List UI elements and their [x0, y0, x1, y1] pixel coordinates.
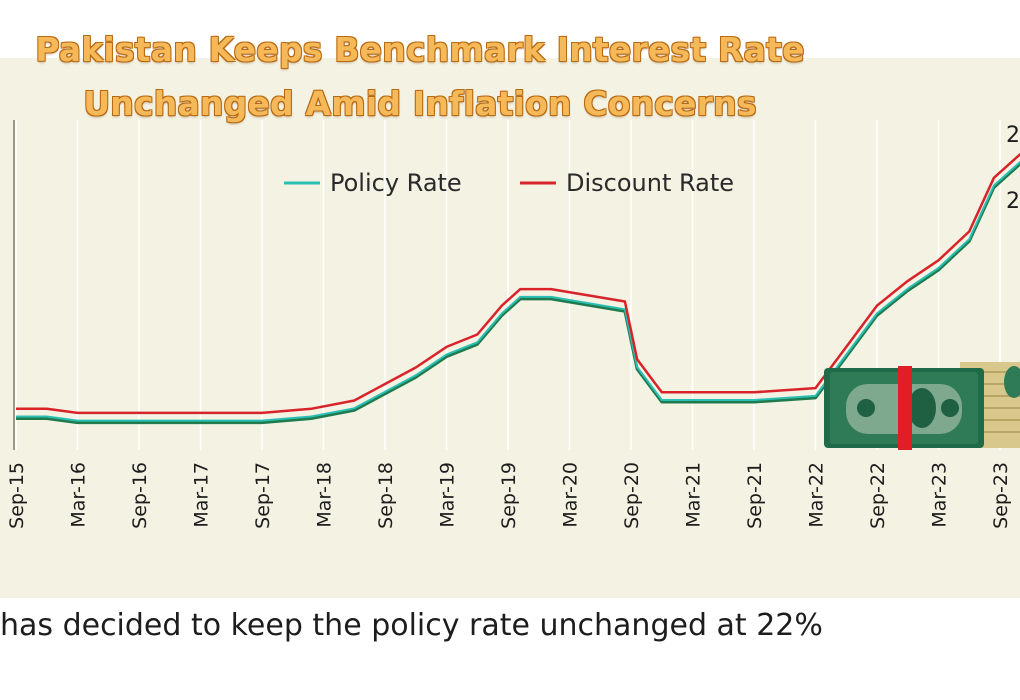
x-tick-label: Mar-17: [191, 462, 213, 528]
x-tick-label: Mar-20: [560, 462, 582, 528]
x-tick-label: Sep-18: [375, 462, 397, 529]
money-illustration: [824, 362, 1020, 450]
x-tick-label: Sep-21: [744, 462, 766, 529]
x-tick-label: Mar-22: [806, 462, 828, 528]
x-tick-label: Sep-23: [990, 462, 1012, 529]
x-tick-label: Mar-19: [437, 462, 459, 528]
headline-line-1: Pakistan Keeps Benchmark Interest Rate: [35, 30, 805, 69]
chart-panel: Policy Rate Discount Rate 2 2: [0, 58, 1020, 598]
discount-rate-line: [16, 152, 1020, 415]
x-tick-label: Sep-20: [621, 462, 643, 529]
legend-label-discount: Discount Rate: [566, 169, 734, 197]
x-tick-label: Sep-22: [867, 462, 889, 529]
x-tick-label: Mar-18: [314, 462, 336, 528]
line-chart: Policy Rate Discount Rate 2 2: [6, 120, 1020, 529]
caption: has decided to keep the policy rate unch…: [0, 608, 823, 643]
x-tick-label: Sep-15: [6, 462, 28, 529]
banknote-icon: [824, 366, 984, 450]
x-tick-label: Mar-16: [68, 462, 90, 528]
legend-label-policy: Policy Rate: [330, 169, 462, 197]
series-lines: [16, 152, 1020, 425]
x-tick-label: Sep-16: [129, 462, 151, 529]
right-edge-value-labels: 2 2: [1006, 123, 1020, 214]
x-tick-label: Mar-23: [929, 462, 951, 528]
edge-label-top: 2: [1006, 123, 1020, 148]
legend: Policy Rate Discount Rate: [284, 169, 734, 197]
x-axis-ticks: Sep-15 Mar-16 Sep-16 Mar-17 Sep-17 Mar-18 Sep-…: [6, 462, 1012, 529]
x-tick-label: Sep-19: [498, 462, 520, 529]
x-tick-label: Sep-17: [252, 462, 274, 529]
x-tick-label: Mar-21: [683, 462, 705, 528]
edge-label-bottom: 2: [1006, 189, 1020, 214]
policy-rate-line: [16, 160, 1020, 422]
policy-rate-line-shadow: [16, 162, 1020, 425]
headline-line-2: Unchanged Amid Inflation Concerns: [83, 84, 757, 123]
